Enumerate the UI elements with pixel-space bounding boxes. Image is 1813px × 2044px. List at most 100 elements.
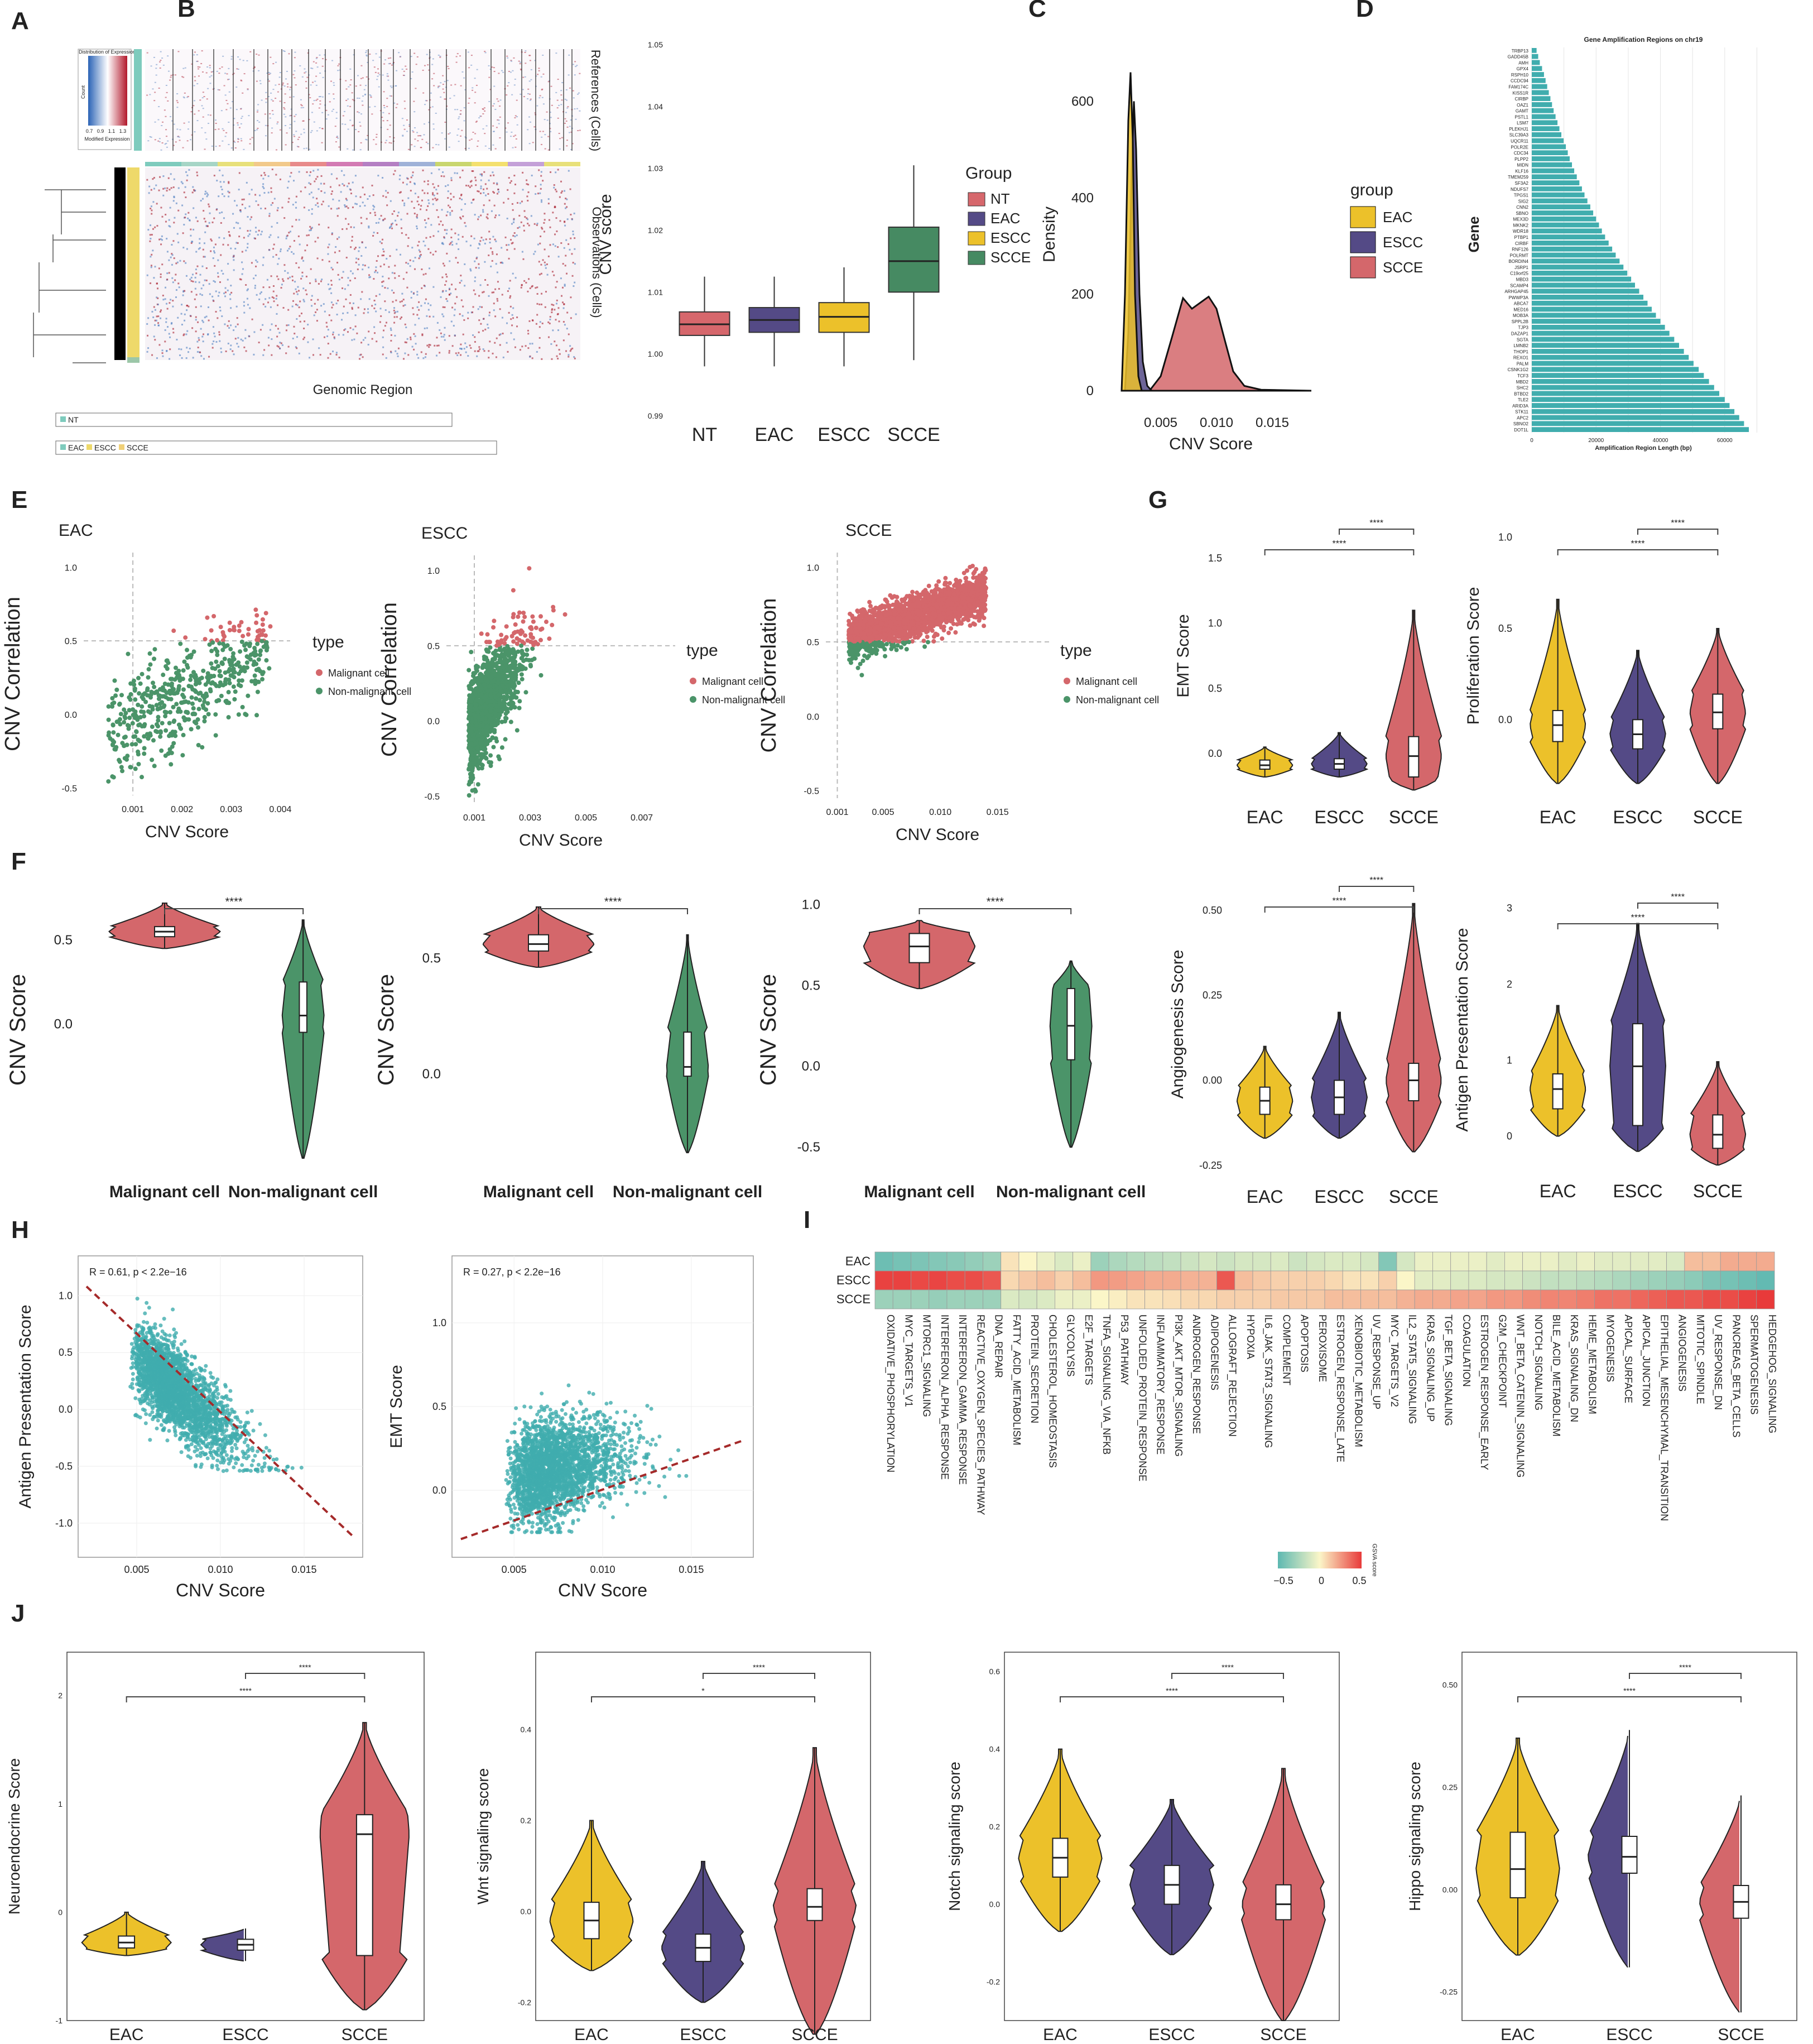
observation-cell (437, 231, 439, 233)
e-point (485, 658, 490, 663)
reference-cell (198, 110, 200, 112)
observation-cell (309, 229, 311, 232)
observation-cell (440, 296, 442, 298)
observation-cell (461, 236, 464, 238)
reference-cell (556, 99, 559, 101)
e-point (468, 704, 473, 709)
observation-cell (401, 232, 403, 234)
reference-cell (217, 89, 219, 90)
observation-cell (283, 264, 286, 266)
e-point (178, 641, 183, 646)
observation-cell (574, 263, 576, 265)
e-point (133, 742, 138, 747)
e-point (127, 716, 132, 721)
panel-letter-d: D (1356, 0, 1374, 22)
reference-cell (186, 97, 189, 98)
e-point (181, 694, 186, 699)
d-bar (1532, 174, 1577, 180)
observation-cell (281, 207, 283, 209)
e-point (254, 637, 259, 642)
reference-cell (203, 96, 205, 98)
reference-cell (573, 64, 575, 65)
reference-cell (165, 97, 167, 98)
observation-cell (227, 325, 229, 327)
observation-cell (189, 278, 191, 280)
d-gene-label: MOB3A (1513, 313, 1529, 318)
observation-cell (555, 319, 557, 321)
reference-cell (363, 89, 366, 90)
observation-cell (563, 247, 565, 249)
d-bar (1532, 228, 1602, 234)
observation-cell (277, 278, 280, 280)
observation-cell (342, 312, 344, 314)
observation-cell (218, 331, 220, 333)
observation-cell (255, 200, 257, 202)
reference-cell (427, 64, 429, 66)
e-point (533, 625, 538, 630)
e-point (490, 651, 496, 656)
observation-cell (230, 324, 232, 327)
observation-cell (327, 283, 329, 285)
observation-cell (462, 305, 464, 308)
observation-cell (424, 219, 426, 221)
observation-cell (306, 244, 308, 246)
observation-cell (302, 299, 305, 301)
observation-cell (181, 324, 183, 326)
observation-cell (413, 207, 415, 209)
e-point (243, 712, 248, 717)
e-point (244, 641, 249, 646)
e-point (242, 665, 247, 670)
reference-cell (294, 77, 296, 79)
reference-cell (464, 89, 467, 90)
observation-cell (362, 186, 364, 189)
observation-cell (303, 300, 305, 303)
reference-cell (574, 74, 576, 76)
reference-cell (170, 75, 172, 76)
reference-cell (237, 124, 239, 126)
reference-cell (319, 96, 321, 98)
observation-cell (560, 191, 562, 194)
observation-cell (440, 335, 443, 338)
reference-cell (387, 75, 389, 77)
observation-cell (382, 219, 384, 221)
observation-cell (201, 265, 204, 267)
reference-cell (382, 112, 384, 113)
observation-cell (553, 186, 555, 189)
observation-cell (527, 347, 530, 349)
observation-cell (406, 338, 408, 340)
observation-cell (455, 243, 458, 245)
reference-cell (417, 135, 420, 137)
e-point (196, 707, 201, 712)
observation-cell (556, 355, 558, 357)
reference-cell (376, 79, 378, 80)
e-point (480, 723, 485, 728)
reference-cell (248, 115, 250, 117)
observation-cell (246, 298, 248, 300)
observation-cell (391, 222, 393, 224)
d-bar (1532, 385, 1714, 390)
reference-cell (227, 103, 229, 104)
reference-cell (577, 130, 579, 132)
reference-cell (412, 131, 415, 133)
observation-cell (397, 215, 399, 217)
observation-cell (169, 189, 171, 191)
observation-cell (326, 325, 328, 328)
observation-cell (541, 228, 544, 230)
observation-cell (489, 241, 491, 243)
observation-cell (510, 239, 512, 241)
observation-cell (150, 256, 152, 258)
reference-cell (316, 130, 318, 132)
reference-cell (572, 90, 574, 92)
observation-cell (350, 246, 352, 248)
observation-cell (321, 203, 323, 205)
reference-cell (365, 85, 367, 87)
reference-cell (499, 137, 501, 138)
observation-cell (219, 181, 222, 183)
observation-cell (261, 231, 263, 233)
e-point (142, 723, 147, 728)
e-point (498, 658, 503, 663)
observation-cell (221, 315, 223, 318)
observation-cell (436, 198, 439, 200)
observation-cell (513, 218, 515, 220)
observation-cell (239, 227, 241, 229)
